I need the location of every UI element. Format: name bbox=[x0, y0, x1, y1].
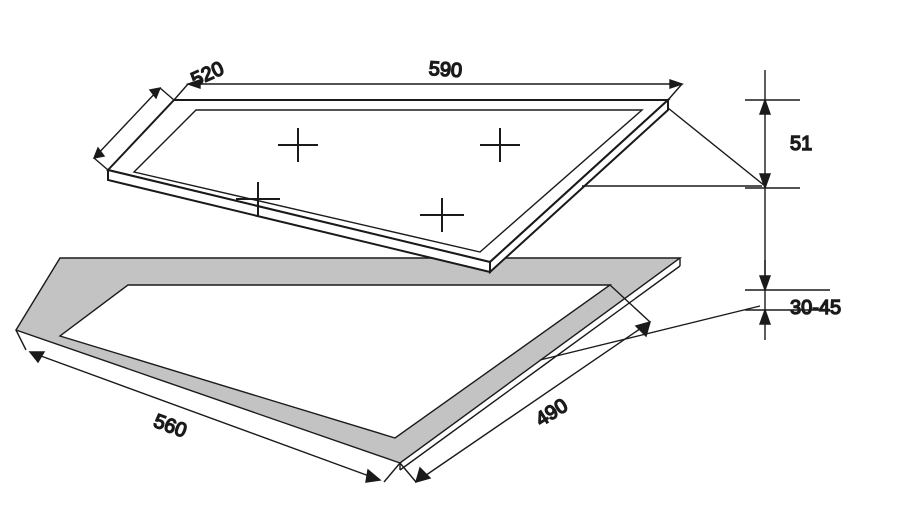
vertical-dims: 51 30-45 bbox=[745, 70, 841, 340]
cooktop-dimension-diagram: 520 590 560 490 bbox=[0, 0, 905, 507]
hob-plate bbox=[108, 100, 765, 272]
dim-hob-width-value: 590 bbox=[428, 58, 463, 82]
dim-cutout-depth-value: 560 bbox=[151, 410, 190, 442]
dim-cutout-depth: 560 bbox=[16, 330, 400, 482]
counter-panel bbox=[16, 258, 760, 470]
dim-cutout-width-value: 490 bbox=[532, 395, 572, 431]
dim-height-value: 51 bbox=[790, 133, 812, 155]
dim-hob-width: 590 bbox=[174, 58, 682, 100]
dim-thickness-value: 30-45 bbox=[790, 297, 841, 319]
